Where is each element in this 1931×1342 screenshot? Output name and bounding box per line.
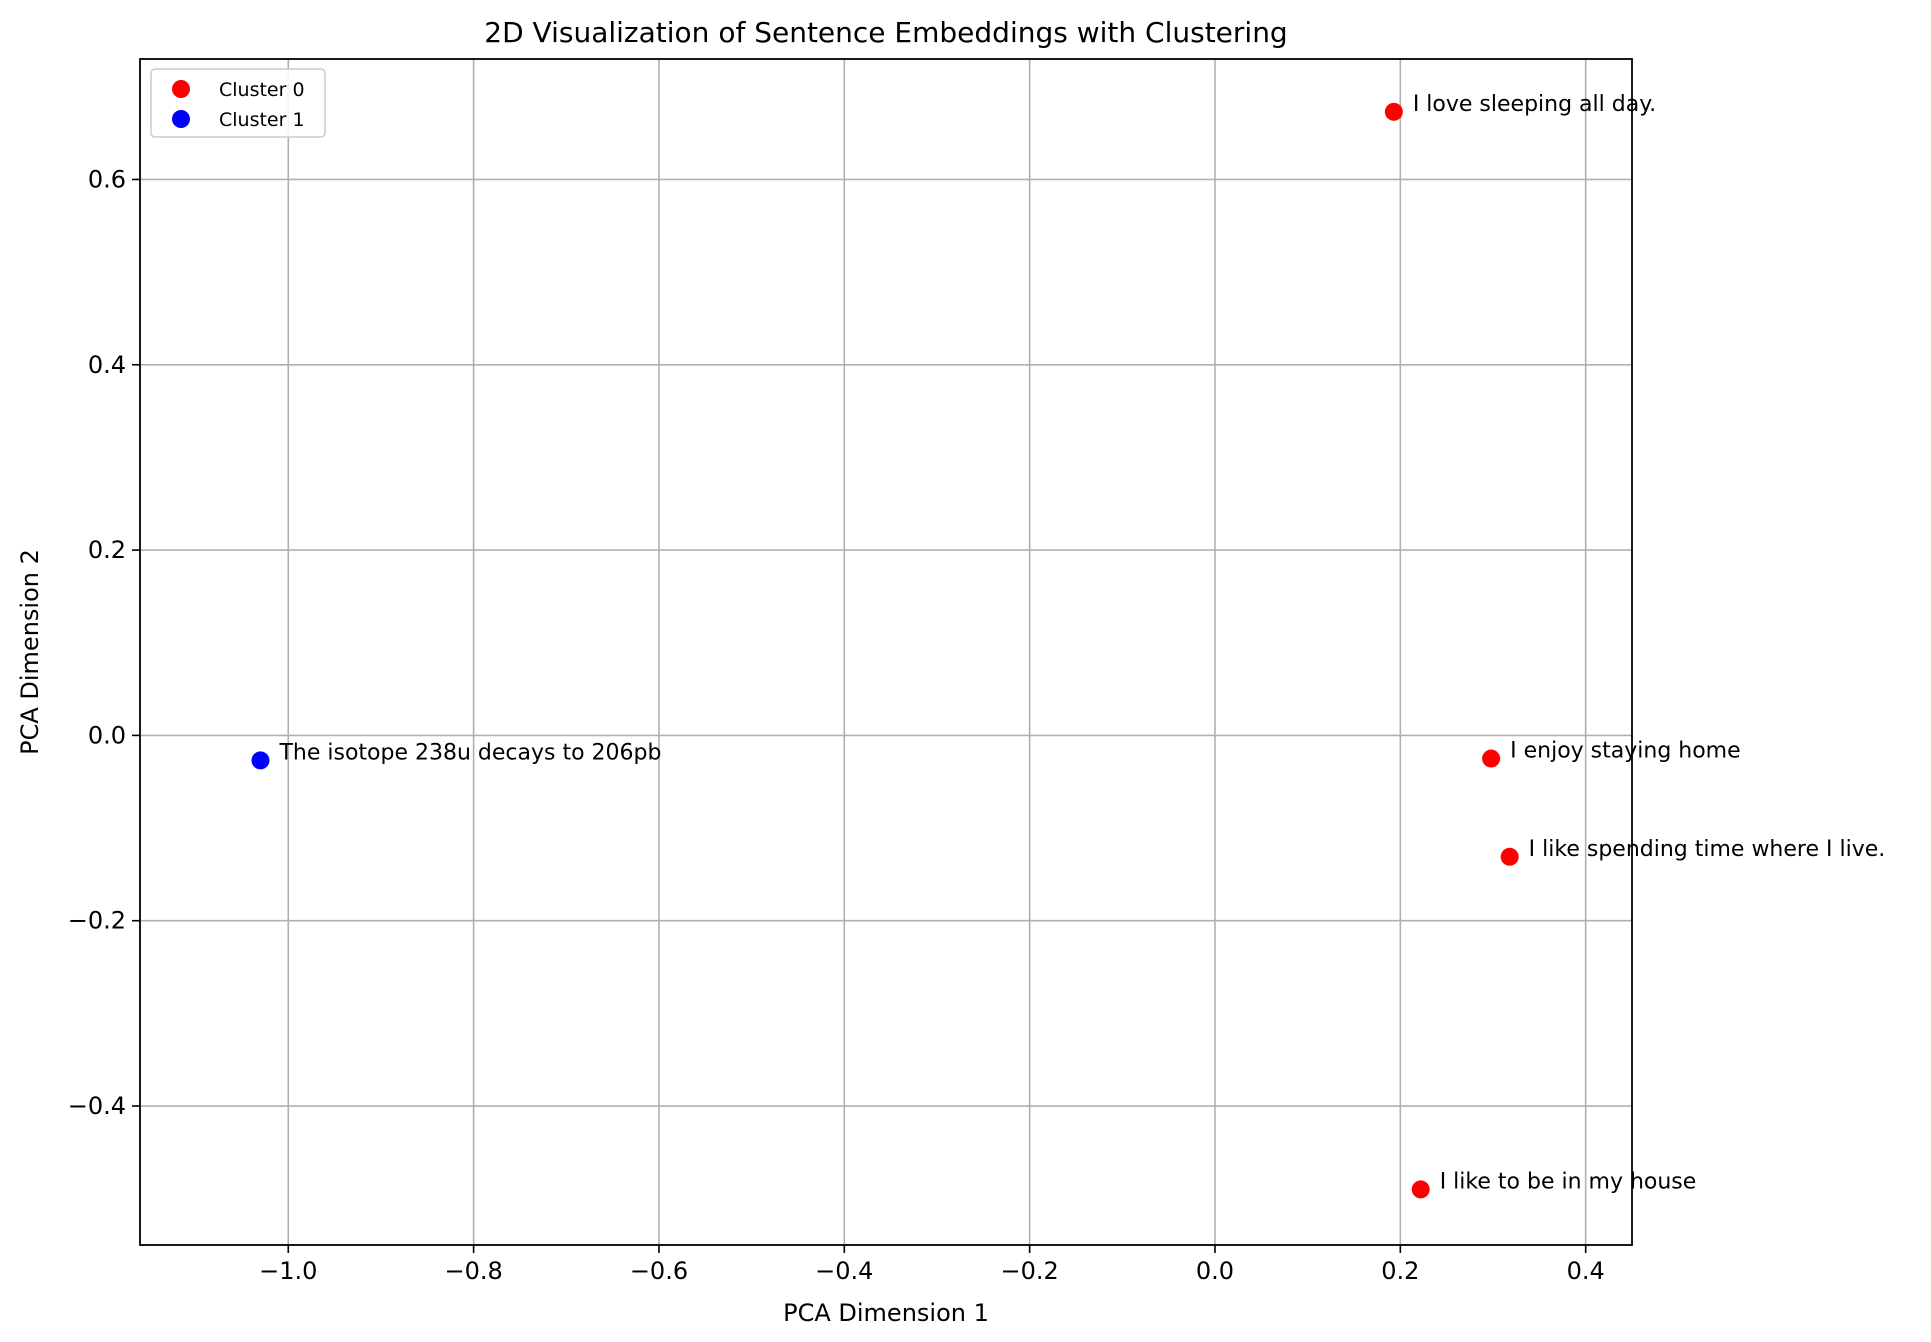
y-tick-label: 0.4	[88, 351, 126, 379]
plot-frame	[139, 58, 1633, 1246]
x-tick-label: −0.6	[630, 1257, 688, 1285]
data-point	[1384, 102, 1403, 121]
grid-lines	[140, 59, 1632, 1245]
x-tick-label: 0.4	[1567, 1257, 1605, 1285]
point-label: The isotope 238u decays to 206pb	[278, 740, 661, 765]
x-tick-label: −0.4	[815, 1257, 873, 1285]
x-axis-label: PCA Dimension 1	[783, 1299, 989, 1327]
legend-marker	[172, 80, 190, 98]
legend-marker	[172, 110, 190, 128]
data-points: I love sleeping all day. I enjoy staying …	[251, 92, 1885, 1199]
data-point	[1482, 749, 1501, 768]
point-label: I like to be in my house	[1440, 1169, 1697, 1194]
legend-label: Cluster 1	[219, 109, 305, 131]
point-label: I love sleeping all day.	[1413, 92, 1656, 117]
x-axis-ticks: −1.0 −0.8 −0.6 −0.4 −0.2 0.0 0.2 0.4	[259, 1245, 1605, 1285]
y-tick-label: 0.6	[88, 165, 126, 193]
y-tick-label: 0.2	[88, 536, 126, 564]
x-tick-label: −0.2	[1000, 1257, 1058, 1285]
legend-box	[150, 68, 326, 138]
x-tick-label: −0.8	[444, 1257, 502, 1285]
y-tick-label: −0.2	[68, 907, 126, 935]
chart-title: 2D Visualization of Sentence Embeddings …	[484, 16, 1287, 49]
legend-label: Cluster 0	[219, 79, 305, 101]
y-tick-label: 0.0	[88, 721, 126, 749]
data-point	[251, 751, 270, 770]
legend: Cluster 0 Cluster 1	[150, 68, 326, 138]
x-tick-label: 0.0	[1196, 1257, 1234, 1285]
y-tick-label: −0.4	[68, 1092, 126, 1120]
data-point	[1411, 1180, 1430, 1199]
x-tick-label: 0.2	[1381, 1257, 1419, 1285]
x-tick-label: −1.0	[259, 1257, 317, 1285]
point-label: I enjoy staying home	[1510, 739, 1741, 764]
point-label: I like spending time where I live.	[1529, 837, 1886, 862]
y-axis-ticks: −0.4 −0.2 0.0 0.2 0.4 0.6	[68, 165, 140, 1120]
data-point	[1500, 847, 1519, 866]
y-axis-label: PCA Dimension 2	[16, 549, 44, 755]
